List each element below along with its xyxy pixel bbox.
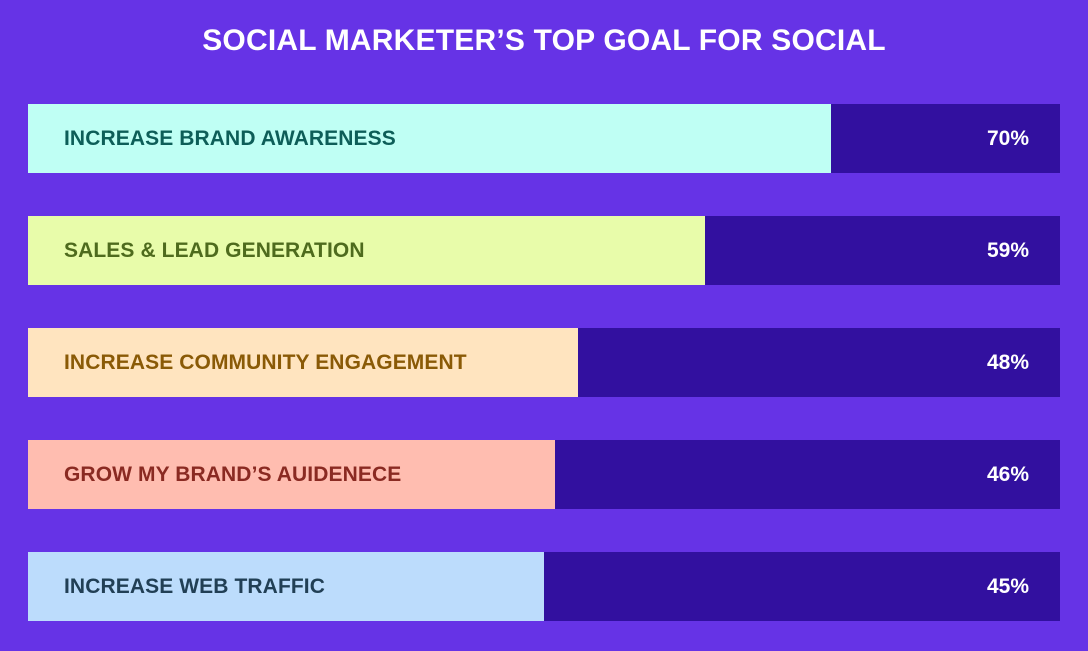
bar-row: INCREASE COMMUNITY ENGAGEMENT 48%: [28, 328, 1060, 397]
bar-category-label: GROW MY BRAND’S AUIDENECE: [64, 463, 402, 486]
bar-category-label: INCREASE WEB TRAFFIC: [64, 575, 325, 598]
chart-title: SOCIAL MARKETER’S TOP GOAL FOR SOCIAL: [202, 24, 886, 57]
bar-row: INCREASE BRAND AWARENESS 70%: [28, 104, 1060, 173]
bar-row: INCREASE WEB TRAFFIC 45%: [28, 552, 1060, 621]
bar-fill: [28, 440, 555, 509]
bar-fill: [28, 216, 705, 285]
bar-category-label: SALES & LEAD GENERATION: [64, 239, 365, 262]
bar-category-label: INCREASE BRAND AWARENESS: [64, 127, 396, 150]
bar-value-label: 59%: [986, 239, 1029, 262]
bar-value-label: 45%: [986, 575, 1029, 598]
bar-row: SALES & LEAD GENERATION 59%: [28, 216, 1060, 285]
bar-category-label: INCREASE COMMUNITY ENGAGEMENT: [64, 351, 467, 374]
bar-fill: [28, 328, 578, 397]
bar-fill: [28, 104, 831, 173]
bar-row: GROW MY BRAND’S AUIDENECE 46%: [28, 440, 1060, 509]
bar-value-label: 48%: [986, 351, 1029, 374]
bar-value-label: 46%: [986, 463, 1029, 486]
bar-value-label: 70%: [986, 127, 1029, 150]
bar-fill: [28, 552, 544, 621]
